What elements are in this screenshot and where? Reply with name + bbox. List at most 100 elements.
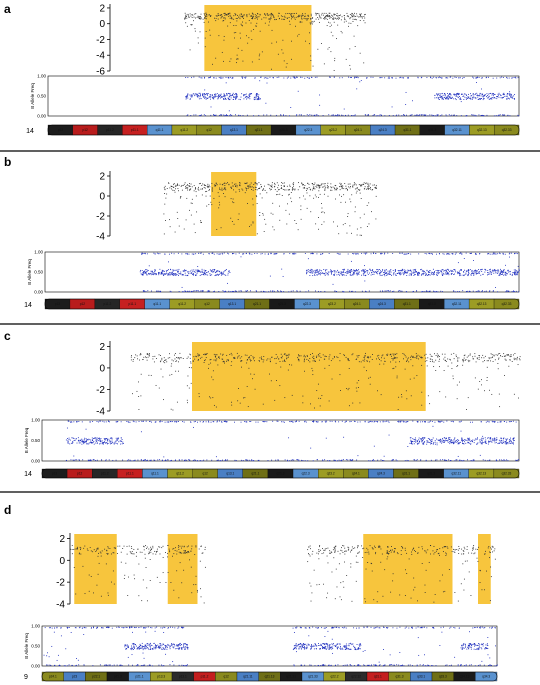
baf-point xyxy=(106,439,108,441)
baf-point xyxy=(208,290,210,292)
baf-point xyxy=(83,443,85,445)
logr-point xyxy=(225,360,227,362)
logr-point xyxy=(204,17,206,19)
baf-point xyxy=(442,98,444,100)
baf-point xyxy=(478,95,480,97)
baf-point xyxy=(448,269,450,271)
baf-point xyxy=(246,96,248,97)
logr-point xyxy=(324,183,326,185)
baf-point xyxy=(209,269,211,271)
logr-point xyxy=(330,31,332,33)
baf-point xyxy=(280,114,281,116)
baf-point xyxy=(478,269,480,270)
baf-point xyxy=(518,271,520,273)
logr-point xyxy=(256,203,258,204)
logr-point xyxy=(491,356,493,358)
logr-point xyxy=(333,69,335,71)
logr-point xyxy=(226,359,228,361)
logr-point xyxy=(499,406,501,408)
baf-point xyxy=(451,272,453,274)
baf-point xyxy=(225,268,227,270)
baf-point xyxy=(509,270,511,272)
baf-point xyxy=(93,441,95,442)
baf-point xyxy=(356,252,358,254)
baf-point xyxy=(393,290,395,292)
panel-label: b xyxy=(4,155,11,169)
baf-point xyxy=(460,115,462,117)
baf-point xyxy=(206,272,207,274)
baf-point xyxy=(443,437,445,439)
logr-point xyxy=(233,357,234,359)
baf-point xyxy=(306,272,308,273)
baf-point xyxy=(457,93,459,95)
logr-point xyxy=(352,18,354,20)
logr-point xyxy=(334,60,336,62)
baf-point xyxy=(220,114,222,116)
baf-point xyxy=(273,290,275,292)
logr-point xyxy=(212,397,214,399)
baf-point xyxy=(402,420,404,422)
baf-point xyxy=(81,439,83,441)
logr-point xyxy=(506,354,508,356)
logr-point xyxy=(253,29,255,30)
baf-point xyxy=(493,272,495,274)
baf-point xyxy=(437,77,439,79)
logr-point xyxy=(256,233,258,235)
baf-point xyxy=(475,439,477,441)
baf-point xyxy=(397,273,399,274)
baf-point xyxy=(320,253,321,255)
baf-point xyxy=(92,421,94,422)
baf-point xyxy=(485,269,487,271)
baf-point xyxy=(228,77,230,79)
baf-point xyxy=(185,96,187,98)
baf-point xyxy=(230,115,232,117)
baf-point xyxy=(234,459,236,461)
baf-point xyxy=(329,76,330,78)
baf-point xyxy=(514,271,516,273)
ideogram-band-label: q13.1 xyxy=(228,302,236,306)
logr-point xyxy=(204,185,206,186)
logr-point xyxy=(431,361,433,363)
baf-point xyxy=(467,438,469,440)
baf-point xyxy=(276,77,278,79)
baf-point xyxy=(504,271,506,273)
baf-point xyxy=(235,95,237,97)
logr-point xyxy=(210,15,212,16)
baf-point xyxy=(172,273,173,275)
baf-point xyxy=(494,440,496,442)
baf-point xyxy=(510,95,512,96)
logr-point xyxy=(324,16,326,18)
baf-point xyxy=(475,93,476,95)
baf-point xyxy=(104,438,106,440)
baf-point xyxy=(436,272,438,274)
logr-point xyxy=(177,370,179,372)
logr-point xyxy=(368,188,370,190)
logr-point xyxy=(354,18,356,20)
logr-point xyxy=(318,187,320,189)
baf-point xyxy=(506,94,508,96)
logr-point xyxy=(186,399,188,401)
baf-point xyxy=(394,269,396,271)
logr-point xyxy=(227,13,229,15)
logr-point xyxy=(401,394,402,396)
baf-point xyxy=(148,272,149,274)
baf-point xyxy=(263,421,265,423)
baf-point xyxy=(235,96,237,98)
baf-point xyxy=(356,272,358,274)
baf-point xyxy=(391,77,393,79)
logr-point xyxy=(297,35,299,37)
baf-point xyxy=(437,271,439,273)
baf-point xyxy=(515,252,517,254)
logr-point xyxy=(372,184,374,186)
baf-point xyxy=(127,459,129,461)
baf-point xyxy=(230,97,232,99)
baf-point xyxy=(426,443,428,445)
ideogram-band-label: q13.1 xyxy=(230,128,238,132)
baf-point xyxy=(412,420,414,422)
baf-point xyxy=(96,421,98,422)
baf-point xyxy=(345,459,347,461)
baf-point xyxy=(412,272,414,274)
logr-point xyxy=(234,183,235,185)
baf-point xyxy=(81,441,83,443)
baf-point xyxy=(366,252,368,254)
